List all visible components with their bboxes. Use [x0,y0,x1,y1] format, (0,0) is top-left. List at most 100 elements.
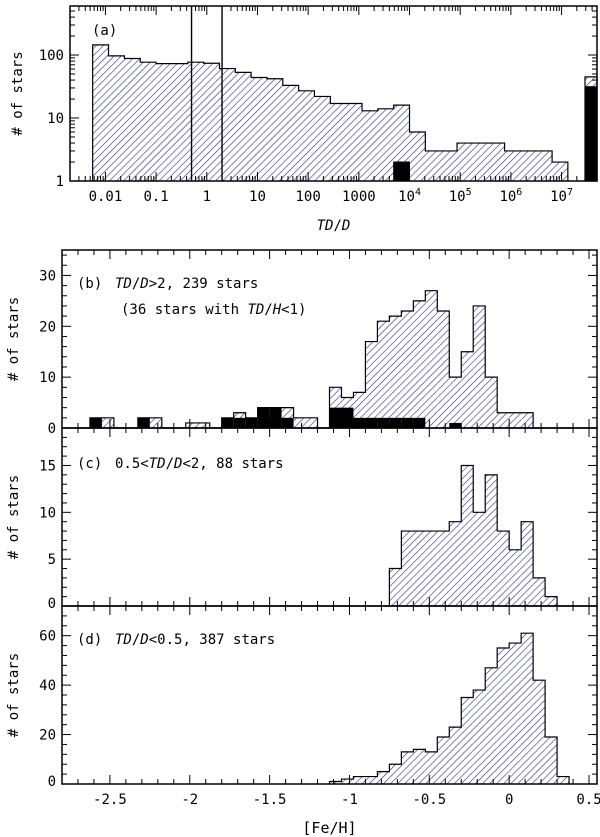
panel-c-hatched-bar [437,531,450,606]
panel-d-hatched-bar [413,749,426,784]
panel-d-hatched-bar [389,764,402,784]
panel-d-hatched-bar [533,680,546,784]
panel-b-hatched-bar [473,305,486,428]
panel-b-annotation-2: (36 stars with TD/H<1) [121,302,306,318]
panel-c-hatched-bar [449,521,462,606]
panel-d-outline [328,632,570,784]
panel-c-hatched-bar [521,521,534,606]
panel-c-hatched-bar [461,465,474,606]
panel-a-label: (a) [92,23,117,39]
panel-b-hatched-bar [353,392,366,428]
panel-c-hatched-bar [533,577,546,606]
panel-c-ytick-label: 15 [39,458,56,474]
panel-c-annotation: 0.5<TD/D<2, 88 stars [115,456,284,472]
panel-b-hatched-bar [509,412,522,428]
panel-a-ytick-label: 1 [56,174,64,190]
panel-d-hatched-bar [545,737,558,784]
panel-d-ytick-label: 40 [39,678,56,694]
panel-a-xtick-label: 10 [249,189,266,205]
panel-d-hatched-bar [485,667,498,784]
panel-b-hatched-bar [293,417,306,428]
panel-d-hatched-bar [365,776,378,784]
panel-b-solid-bar [89,417,102,428]
panel-d-ylabel: # of stars [6,653,22,737]
panel-b-hatched-bar [437,311,450,428]
panel-b-hatched-bar [449,377,462,428]
panel-d-hatched-bar [437,737,450,784]
panel-b-solid-bar [269,407,282,428]
panel-d-ytick-label: 60 [39,629,56,645]
panel-a-xtick-label: 1 [203,189,211,205]
panel-a-xtick-label: 107 [550,187,573,205]
panel-d-hatched-bar [473,690,486,784]
panel-d-xlabel: [Fe/H] [302,819,356,837]
panel-b-solid-bar [281,417,294,428]
panel-d-hatched-bar [377,771,390,784]
panel-c-hatched-bar [425,531,438,606]
panel-a-ytick-label: 100 [39,48,64,64]
panel-d-hatched-bar [509,643,522,784]
panel-c-ylabel: # of stars [6,475,22,559]
panel-a-hatched-histogram [92,44,569,181]
panel-a-overflow-solid [585,86,597,181]
panel-b-ytick-label: 0 [48,421,56,437]
panel-d-ytick-label: 20 [39,728,56,744]
panel-d-xtick-label: -0.5 [412,792,446,808]
panel-b-solid-bar [401,417,414,428]
panel-b-solid-bar [413,417,426,428]
panel-b-hatched-bar [389,316,402,428]
panel-d-ytick-label: 0 [48,774,56,790]
panel-d-hatched-bar [341,779,354,784]
panel-c-hatched-bar [545,596,558,606]
panel-a-xtick-label: 100 [296,189,321,205]
panel-b-hatched-bar [497,412,510,428]
panel-b-solid-bar [245,417,258,428]
panel-d-annotation: TD/D<0.5, 387 stars [115,632,275,648]
panel-b-hatched-bar [101,417,114,428]
panel-b-hatched-bar [485,377,498,428]
panel-d-label: (d) [77,632,102,648]
panel-b-label: (b) [77,276,102,292]
panel-b-solid-bar [221,417,234,428]
panel-b-ytick-label: 10 [39,370,56,386]
panel-c-ytick-label: 5 [48,552,56,568]
panel-d-xtick-label: 0 [505,792,513,808]
panel-b-ytick-label: 20 [39,319,56,335]
panel-d-hatched-bar [353,776,366,784]
panel-a-xtick-label: 105 [449,187,472,205]
panel-b-solid-bar [233,417,246,428]
panel-b-hatched-bar [377,321,390,428]
panel-d-xtick-label: -1.5 [253,792,287,808]
panel-b-hatched-bar [281,407,294,428]
panel-b-hatched-bar [413,300,426,428]
panel-b-ylabel: # of stars [6,297,22,381]
panel-a-ylabel: # of stars [10,51,26,135]
panel-b-solid-bar [341,407,354,428]
panel-c-hatched-bar [497,531,510,606]
panel-c-hatched-bar [389,568,402,606]
panel-b-hatched-bar [197,422,210,428]
panel-b-hatched-bar [521,412,534,428]
panel-b-ytick-label: 30 [39,268,56,284]
panel-d-hatched-bar [449,727,462,784]
panel-d-hatched-bar [497,648,510,784]
panel-b-solid-bar [329,407,342,428]
panel-a-ytick-label: 10 [47,111,64,127]
panel-d-xtick-label: -2 [181,792,198,808]
panel-c-ytick-label: 10 [39,505,56,521]
panel-d-hatched-bar [401,751,414,784]
panel-b-hatched-bar [365,341,378,428]
panel-b-solid-bar [389,417,402,428]
panel-c-hatched-bar [401,531,414,606]
panel-c-hatched-bar [473,512,486,606]
panel-c-ytick-label: 0 [48,596,56,612]
panel-a-xlabel: TD/D [317,218,351,234]
panel-a-xtick-label: 106 [499,187,522,205]
panel-b-annotation: TD/D>2, 239 stars [115,276,258,292]
panel-b-hatched-bar [461,351,474,428]
panel-b-solid-bar [449,422,462,428]
panel-b-hatched-bar [401,311,414,428]
panel-c-hatched-bar [413,531,426,606]
panel-b-solid-bar [365,417,378,428]
